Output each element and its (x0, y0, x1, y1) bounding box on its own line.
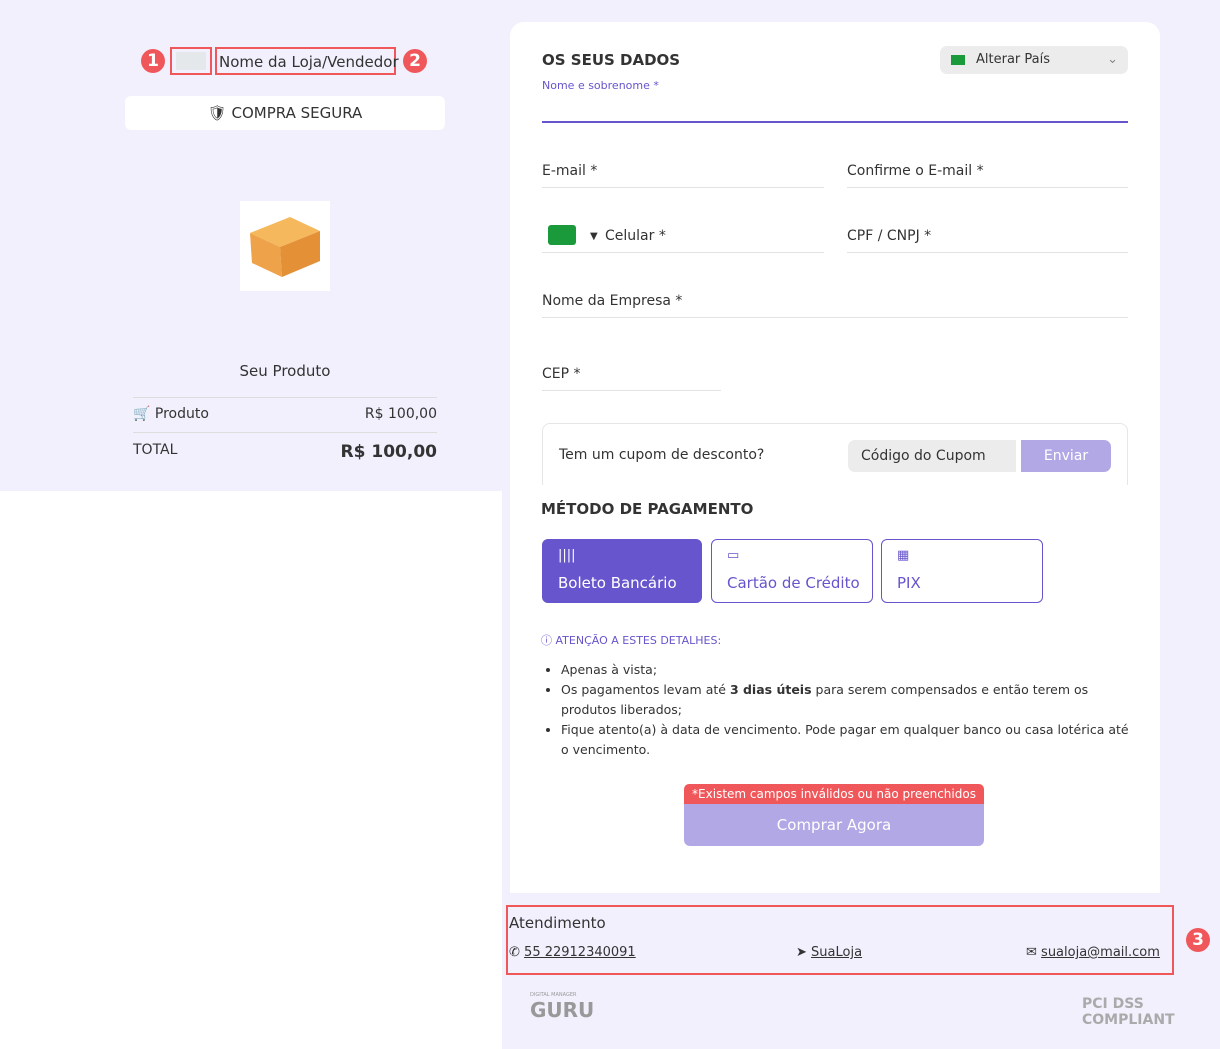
coupon-box: Tem um cupom de desconto? Código do Cupo… (542, 423, 1128, 485)
payment-credit-card[interactable]: ▭ Cartão de Crédito (711, 539, 873, 603)
secure-purchase-badge: 🛡 COMPRA SEGURA (125, 96, 445, 130)
annotation-3: 3 (1186, 928, 1210, 952)
notice-title: ⓘ ATENÇÃO A ESTES DETALHES: (541, 634, 722, 647)
chevron-down-icon: ⌄ (1107, 52, 1118, 67)
buy-now-button[interactable]: Comprar Agora (684, 804, 984, 846)
phone-input[interactable]: ▼ Celular * (542, 215, 824, 253)
product-line-price: R$ 100,00 (364, 406, 437, 422)
form-title: OS SEUS DADOS (542, 51, 681, 69)
email-input[interactable]: E-mail * (542, 150, 824, 188)
notes-list: Apenas à vista; Os pagamentos levam até … (561, 660, 1131, 760)
note-item: Os pagamentos levam até 3 dias úteis par… (561, 680, 1131, 720)
email-link[interactable]: sualoja@mail.com (1041, 945, 1160, 960)
info-icon: ⓘ (541, 634, 552, 647)
annotation-1: 1 (141, 49, 165, 73)
box-icon (250, 217, 320, 277)
payment-title: MÉTODO DE PAGAMENTO (541, 500, 754, 518)
credit-card-icon: ▭ (727, 548, 740, 563)
divider (133, 432, 437, 433)
support-box: Atendimento ✆ 55 22912340091 ➤ SuaLoja ✉… (506, 905, 1174, 975)
cep-input[interactable]: CEP * (542, 353, 721, 391)
qr-code-icon: ▦ (897, 548, 910, 563)
telegram-icon: ➤ (796, 945, 807, 960)
support-phone: ✆ 55 22912340091 (509, 945, 636, 960)
divider (133, 397, 437, 398)
shield-icon: 🛡 (207, 104, 227, 122)
product-image (240, 201, 330, 291)
cpf-cnpj-input[interactable]: CPF / CNPJ * (847, 215, 1128, 253)
store-logo-box (170, 47, 212, 75)
phone-link[interactable]: 55 22912340091 (524, 945, 636, 960)
mail-icon: ✉ (1026, 945, 1037, 960)
name-label: Nome e sobrenome * (542, 79, 659, 92)
store-name: Nome da Loja/Vendedor (215, 47, 399, 75)
telegram-link[interactable]: SuaLoja (811, 945, 863, 960)
brazil-flag-icon (548, 225, 576, 245)
product-name: Seu Produto (239, 362, 331, 380)
error-message: *Existem campos inválidos ou não preench… (684, 784, 984, 804)
payment-pix[interactable]: ▦ PIX (881, 539, 1043, 603)
caret-down-icon: ▼ (590, 231, 598, 242)
country-select[interactable]: Alterar País ⌄ (940, 46, 1128, 74)
email-confirm-input[interactable]: Confirme o E-mail * (847, 150, 1128, 188)
note-item: Fique atento(a) à data de vencimento. Po… (561, 720, 1131, 760)
total-label: TOTAL (133, 442, 178, 458)
note-item: Apenas à vista; (561, 660, 1131, 680)
support-title: Atendimento (509, 914, 606, 932)
whatsapp-icon: ✆ (509, 945, 520, 960)
product-line-label: 🛒 Produto (133, 406, 209, 422)
brazil-flag-icon (951, 55, 965, 65)
payment-boleto[interactable]: |||| Boleto Bancário (542, 539, 702, 603)
name-input[interactable] (542, 96, 1128, 123)
barcode-icon: |||| (558, 548, 576, 563)
guru-logo: DIGITAL MANAGER GURU (530, 992, 595, 1022)
total-value: R$ 100,00 (340, 442, 437, 462)
coupon-question: Tem um cupom de desconto? (559, 447, 765, 463)
annotation-2: 2 (403, 49, 427, 73)
company-input[interactable]: Nome da Empresa * (542, 280, 1128, 318)
pci-dss-logo: PCI DSS COMPLIANT (1082, 996, 1175, 1028)
coupon-submit-button[interactable]: Enviar (1021, 440, 1111, 472)
coupon-input[interactable]: Código do Cupom (848, 440, 1016, 472)
store-logo (176, 52, 206, 70)
support-telegram: ➤ SuaLoja (796, 945, 862, 960)
cart-icon: 🛒 (133, 406, 151, 422)
support-email: ✉ sualoja@mail.com (1026, 945, 1160, 960)
